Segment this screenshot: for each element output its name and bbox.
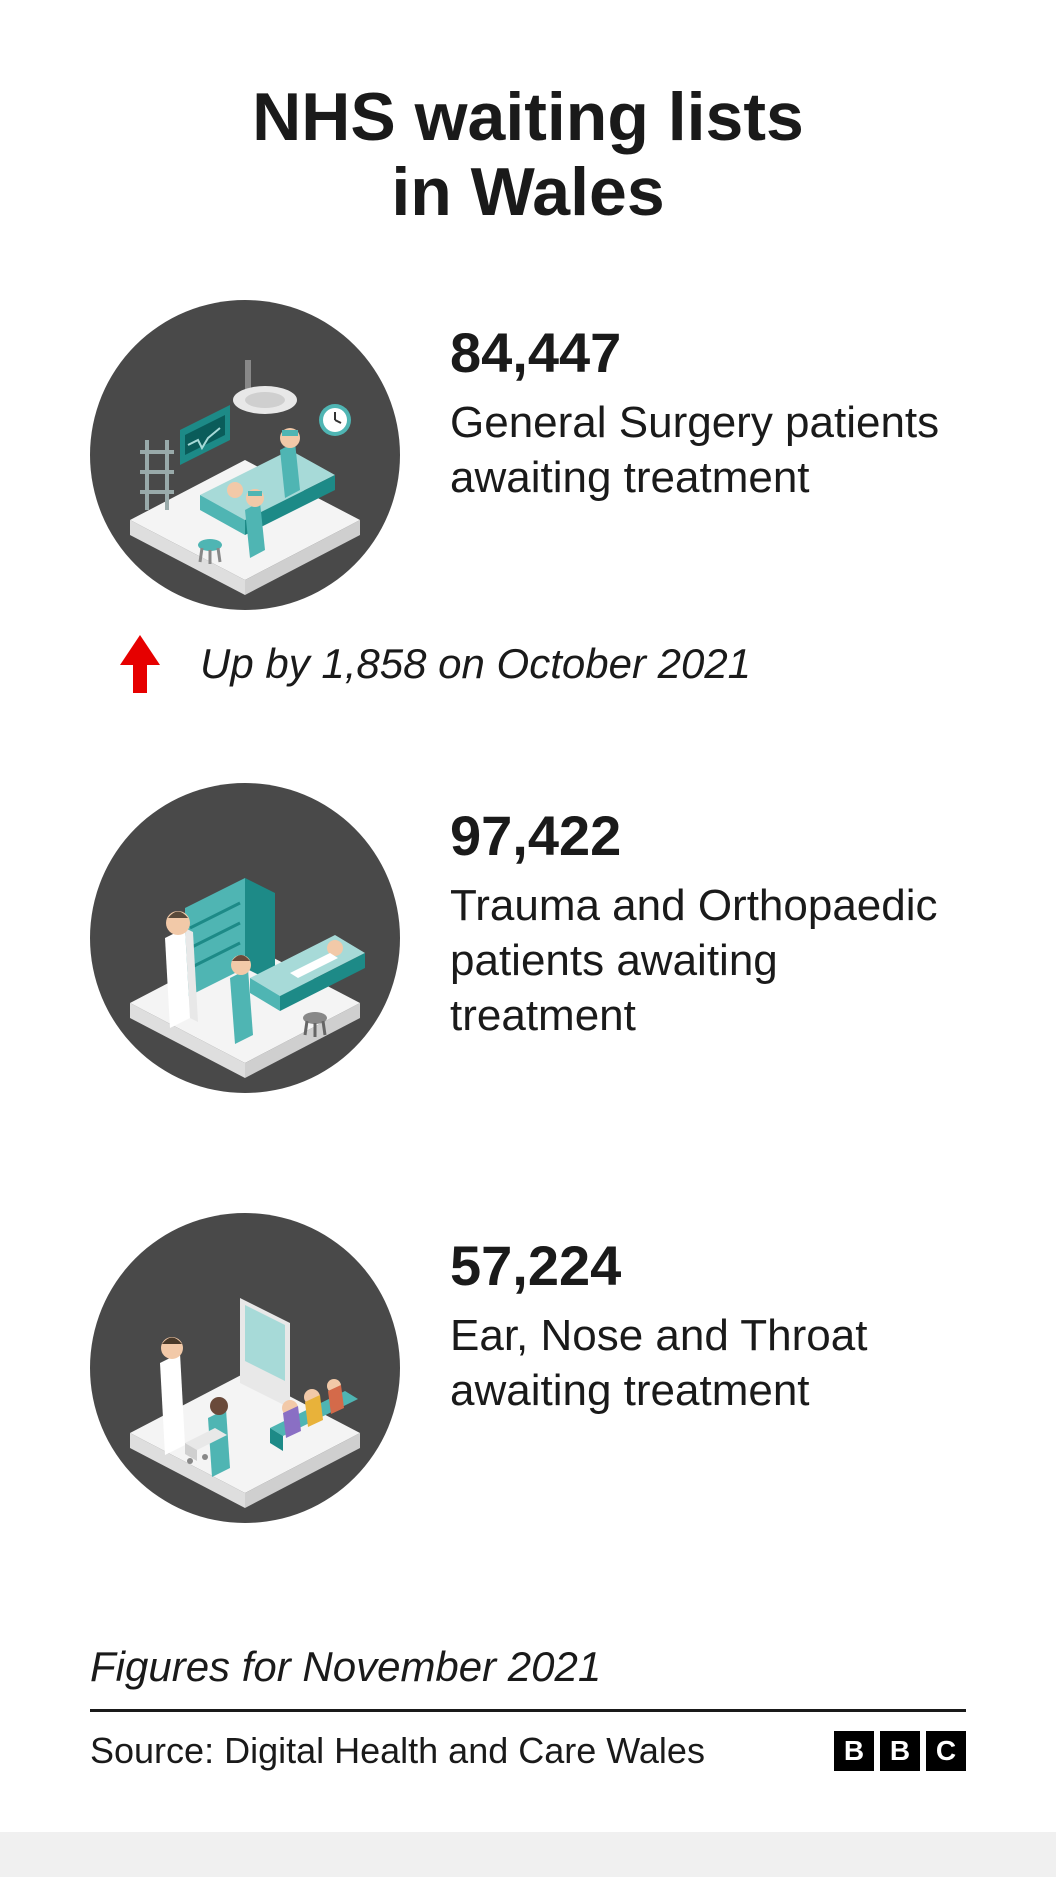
title-line-1: NHS waiting lists (252, 79, 804, 155)
stat-ent: 57,224 Ear, Nose and Throat awaiting tre… (90, 1213, 966, 1523)
waiting-room-icon (90, 1213, 400, 1523)
change-indicator-row: Up by 1,858 on October 2021 (120, 635, 966, 693)
stat-text-block: 84,447 General Surgery patients awaiting… (400, 300, 966, 505)
arrow-up-icon (120, 635, 160, 693)
stat-text-block: 97,422 Trauma and Orthopaedic patients a… (400, 783, 966, 1043)
stat-value: 57,224 (450, 1233, 966, 1298)
bbc-logo: B B C (834, 1731, 966, 1771)
footer-row: Source: Digital Health and Care Wales B … (90, 1730, 966, 1792)
stat-value: 84,447 (450, 320, 966, 385)
stat-description: Trauma and Orthopaedic patients awaiting… (450, 878, 966, 1043)
change-text: Up by 1,858 on October 2021 (200, 640, 751, 688)
footer-rule (90, 1709, 966, 1712)
stat-text-block: 57,224 Ear, Nose and Throat awaiting tre… (400, 1213, 966, 1418)
stat-description: General Surgery patients awaiting treatm… (450, 395, 966, 505)
surgery-room-icon (90, 300, 400, 610)
stat-value: 97,422 (450, 803, 966, 868)
stat-description: Ear, Nose and Throat awaiting treatment (450, 1308, 966, 1418)
source-text: Source: Digital Health and Care Wales (90, 1730, 705, 1772)
figures-note: Figures for November 2021 (90, 1643, 966, 1691)
bbc-letter: B (834, 1731, 874, 1771)
bbc-letter: B (880, 1731, 920, 1771)
infographic-page: NHS waiting lists in Wales (0, 0, 1056, 1832)
bbc-letter: C (926, 1731, 966, 1771)
hospital-ward-icon (90, 783, 400, 1093)
stat-general-surgery: 84,447 General Surgery patients awaiting… (90, 300, 966, 610)
page-title: NHS waiting lists in Wales (90, 80, 966, 230)
stat-trauma-orthopaedic: 97,422 Trauma and Orthopaedic patients a… (90, 783, 966, 1093)
title-line-2: in Wales (391, 154, 664, 230)
